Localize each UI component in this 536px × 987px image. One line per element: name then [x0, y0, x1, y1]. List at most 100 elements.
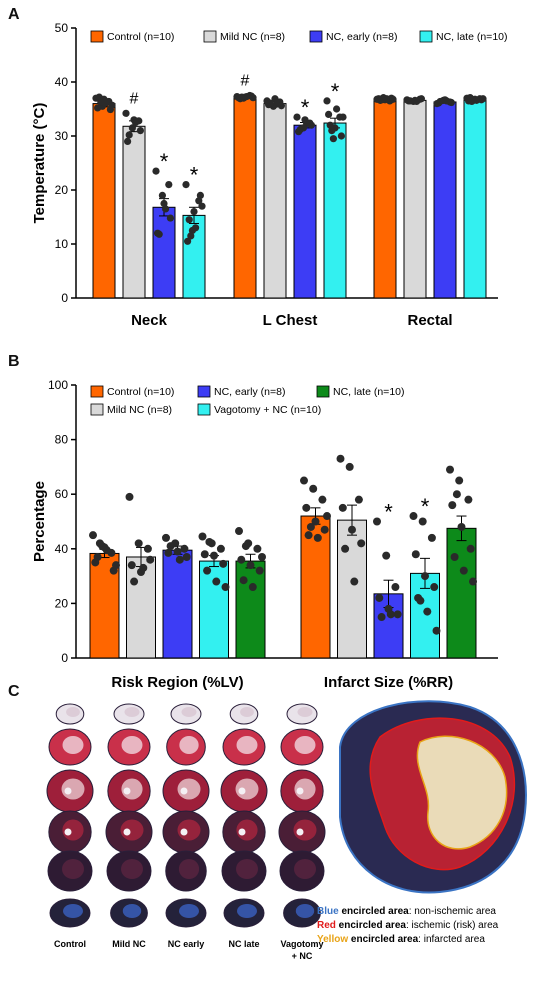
heart-lumen	[238, 787, 246, 795]
y-tick-label: 60	[55, 487, 69, 501]
data-point	[323, 512, 331, 521]
data-point	[187, 232, 195, 240]
data-point	[318, 495, 327, 504]
heart-section-inner	[178, 859, 200, 879]
data-point	[210, 551, 218, 560]
y-tick-label: 10	[55, 237, 69, 251]
section-column-label: NC early	[168, 939, 205, 949]
data-point	[196, 191, 204, 199]
legend-label: Mild NC (n=8)	[220, 31, 285, 43]
heart-section-inner	[179, 904, 199, 918]
bar	[233, 96, 257, 299]
data-point	[313, 533, 322, 542]
legend-swatch	[316, 385, 330, 398]
data-point	[350, 577, 359, 586]
data-point	[134, 539, 143, 548]
data-point	[328, 127, 336, 135]
y-tick-label: 30	[55, 129, 69, 143]
heart-section-inner	[294, 859, 316, 879]
heart-section-inner	[240, 707, 254, 717]
legend-label: Mild NC (n=8)	[107, 404, 172, 416]
heart-lumen	[180, 828, 188, 836]
significance-hash: #	[130, 90, 139, 107]
percentage-chart: 0 20 40 60 80 100 Percentage Risk Region (%LV) I…	[31, 378, 498, 691]
data-point	[304, 531, 313, 540]
data-point	[152, 167, 160, 175]
bar	[162, 549, 193, 659]
data-point	[146, 555, 155, 564]
data-point	[139, 563, 148, 572]
data-point	[122, 109, 130, 117]
data-point	[309, 484, 318, 493]
data-point	[452, 490, 461, 499]
data-point	[205, 537, 214, 546]
y-tick-label: 0	[61, 651, 68, 665]
legend-swatch	[90, 30, 104, 43]
legend-swatch	[309, 30, 323, 43]
data-point	[432, 626, 441, 635]
bar	[122, 125, 146, 299]
bar	[235, 560, 266, 659]
data-point	[373, 517, 381, 526]
data-point	[184, 237, 192, 245]
heart-lumen	[64, 787, 72, 795]
data-point	[455, 476, 464, 485]
data-point	[166, 214, 174, 222]
data-point	[293, 113, 301, 121]
data-point	[300, 476, 308, 485]
heart-lumen	[238, 828, 246, 836]
legend-label: NC, late (n=10)	[436, 31, 508, 43]
data-point	[255, 566, 264, 575]
data-point	[127, 561, 136, 570]
data-point	[421, 572, 429, 581]
data-point	[411, 550, 420, 559]
heart-section-inner	[177, 778, 201, 800]
data-point	[165, 181, 173, 189]
data-point	[393, 610, 402, 619]
data-point	[413, 97, 421, 106]
legend-note-color: Red	[317, 920, 336, 931]
heart-section-inner	[122, 904, 142, 918]
data-point	[112, 561, 120, 570]
data-point	[203, 566, 212, 575]
data-point	[389, 95, 397, 103]
infarct-area	[416, 735, 508, 850]
category-label: Risk Region (%LV)	[111, 674, 243, 691]
data-point	[325, 110, 333, 118]
section-column-label: Mild NC	[112, 939, 146, 949]
data-point	[273, 100, 281, 108]
data-point	[249, 94, 257, 102]
legend-note: Red encircled area: ischemic (risk) area	[317, 920, 499, 931]
legend-note-color: Yellow	[317, 934, 348, 945]
heart-lumen	[123, 787, 131, 795]
legend-swatch	[203, 30, 217, 43]
data-point	[418, 517, 427, 526]
data-point	[468, 97, 476, 106]
y-tick-label: 20	[55, 596, 69, 610]
data-point	[311, 517, 320, 526]
significance-asterisk: *	[190, 163, 199, 188]
data-point	[221, 583, 230, 592]
data-point	[479, 95, 487, 103]
data-point	[378, 96, 386, 104]
data-point	[162, 533, 170, 542]
heart-section-inner	[61, 778, 85, 800]
legend-label: NC, early (n=8)	[326, 31, 397, 43]
y-tick-label: 40	[55, 542, 69, 556]
data-point	[296, 125, 304, 134]
y-axis-label: Percentage	[31, 481, 48, 562]
category-label: L Chest	[263, 312, 318, 329]
data-point	[160, 199, 168, 208]
data-point	[339, 113, 347, 121]
data-point	[258, 552, 266, 561]
y-tick-label: 40	[55, 75, 69, 89]
data-point	[166, 542, 175, 551]
data-point	[200, 550, 209, 559]
heart-section-inner	[62, 736, 84, 754]
heart-section-inner	[124, 707, 140, 717]
data-point	[430, 583, 439, 592]
category-label: Neck	[131, 312, 168, 329]
heart-section-inner	[181, 707, 197, 717]
data-point	[326, 121, 334, 129]
data-point	[130, 577, 139, 586]
